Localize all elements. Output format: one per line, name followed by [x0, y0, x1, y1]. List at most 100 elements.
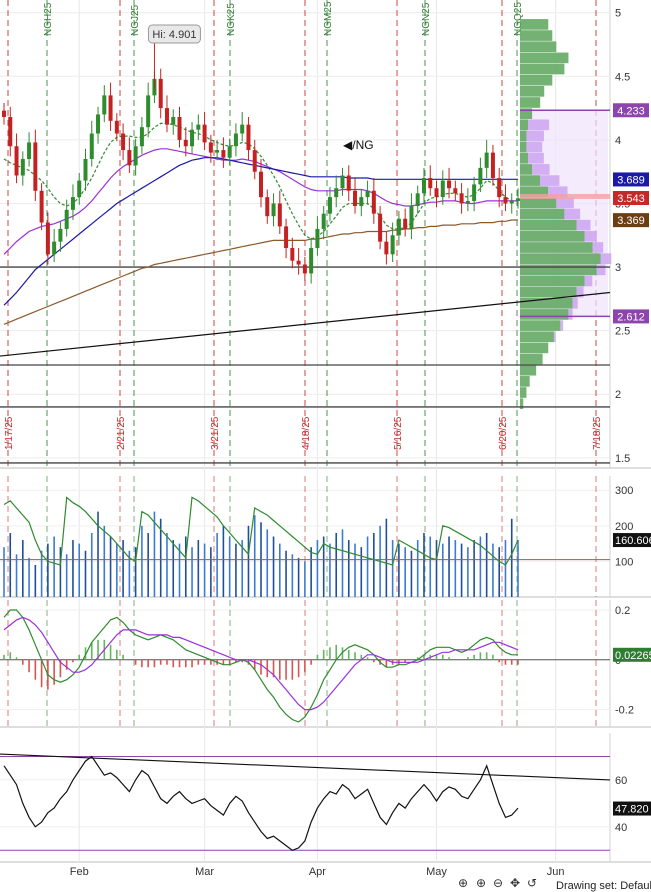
candle-body	[96, 114, 101, 134]
candle-body	[139, 127, 144, 147]
volume-profile-bar	[520, 387, 527, 398]
volume-profile-bar-alt	[584, 231, 597, 242]
candle-body	[177, 117, 182, 140]
candle-body	[164, 108, 169, 125]
candle-body	[277, 203, 282, 227]
macd-tick-label: -0.2	[615, 705, 634, 717]
candle-body	[58, 228, 63, 242]
contract-marker-label: NGJ25	[130, 4, 141, 36]
candle-body	[271, 203, 276, 217]
volume-profile-bar	[520, 108, 533, 119]
price-tick-label: 4.5	[615, 71, 630, 83]
candle-body	[190, 129, 195, 147]
volume-profile-bar-alt	[553, 331, 556, 343]
candle-body	[472, 184, 477, 201]
volume-profile-bar	[520, 286, 577, 298]
volume-profile-bar	[520, 331, 554, 343]
volume-profile-bar	[520, 74, 553, 86]
date-marker-label: 2/21/25	[116, 416, 127, 450]
price-tick-label: 3	[615, 262, 621, 274]
volume-profile-bar-alt	[584, 275, 593, 287]
candle-body	[77, 180, 82, 198]
volume-profile-bar	[520, 30, 553, 41]
price-label-box	[613, 213, 649, 228]
price-label-text: 3.369	[617, 215, 645, 227]
candle-body	[252, 150, 257, 172]
volume-panel	[0, 496, 610, 597]
candle-body	[421, 178, 426, 194]
candle-body	[453, 188, 458, 194]
zoom-in-icon[interactable]: ⊕	[475, 876, 487, 890]
candle-body	[171, 117, 176, 125]
candle-body	[415, 193, 420, 207]
zoom-out-icon[interactable]: ⊖	[492, 876, 504, 890]
volume-profile-bar	[520, 175, 541, 186]
candle-body	[127, 150, 132, 166]
macd-tick-label: 0.2	[615, 605, 630, 617]
candle-body	[215, 150, 220, 153]
volume-profile-bar	[520, 86, 545, 97]
volume-profile-bar	[520, 275, 585, 287]
macd-line	[3, 609, 518, 723]
volume-profile-bar	[520, 364, 537, 376]
volume-profile-bar	[520, 130, 527, 142]
candle-body	[390, 235, 395, 255]
macd-label-box	[613, 647, 651, 662]
drawing-set-status: Drawing set: Default	[556, 880, 651, 892]
candle-body	[396, 218, 401, 236]
volume-profile-bar	[520, 320, 561, 331]
contract-marker-label: NGH25	[43, 2, 54, 36]
price-tick-label: 1.5	[615, 453, 630, 465]
candle-body	[384, 241, 389, 255]
price-panel: Hi: 4.901	[0, 24, 611, 464]
hi-callout-box	[147, 24, 201, 44]
volume-tick-label: 300	[615, 485, 633, 497]
macd-signal-line	[3, 616, 519, 711]
candle-body	[509, 200, 514, 204]
candle-body	[221, 150, 226, 158]
moving-average-line	[3, 219, 518, 325]
candle-body	[240, 124, 245, 134]
volume-profile-bar	[520, 164, 533, 175]
candle-body	[309, 247, 314, 274]
candle-body	[503, 197, 508, 204]
date-marker-label: 1/17/25	[4, 416, 15, 450]
candle-body	[353, 190, 358, 207]
date-marker-label: 7/18/25	[592, 416, 603, 450]
price-label-text: 3.543	[617, 193, 645, 205]
crosshair-icon[interactable]: ⊕	[457, 876, 469, 890]
candle-body	[327, 197, 332, 214]
candle-body	[378, 213, 383, 242]
contract-marker-label: NGK25	[226, 3, 237, 36]
symbol-text: /NG	[352, 138, 374, 152]
candle-body	[302, 264, 307, 274]
rsi-label-text: 47.820	[615, 804, 649, 816]
candle-body	[108, 95, 113, 121]
candle-body	[39, 190, 44, 223]
candle-body	[20, 158, 25, 176]
volume-label-text: 160.606	[615, 535, 651, 547]
reset-icon[interactable]: ↺	[526, 876, 538, 890]
rsi-tick-label: 40	[615, 822, 627, 834]
candle-body	[296, 260, 301, 265]
volume-profile	[520, 19, 612, 409]
arrow-left-icon: ◀	[343, 138, 353, 152]
poc-band	[520, 193, 610, 199]
volume-tick-label: 200	[615, 521, 633, 533]
candle-body	[403, 218, 408, 229]
candle-body	[490, 152, 495, 179]
volume-profile-bar	[520, 219, 577, 231]
candle-body	[8, 117, 13, 147]
candle-body	[284, 226, 289, 248]
candle-body	[202, 124, 207, 143]
pan-icon[interactable]: ✥	[509, 876, 521, 890]
candle-body	[114, 120, 119, 134]
volume-profile-bar-alt	[560, 320, 564, 331]
volume-profile-bar	[520, 398, 524, 409]
volume-profile-bar-alt	[600, 253, 612, 264]
volume-profile-bar-alt	[526, 141, 543, 153]
candle-body	[465, 200, 470, 204]
candle-body	[440, 180, 445, 198]
contract-marker-label: NGQ25	[513, 2, 524, 36]
